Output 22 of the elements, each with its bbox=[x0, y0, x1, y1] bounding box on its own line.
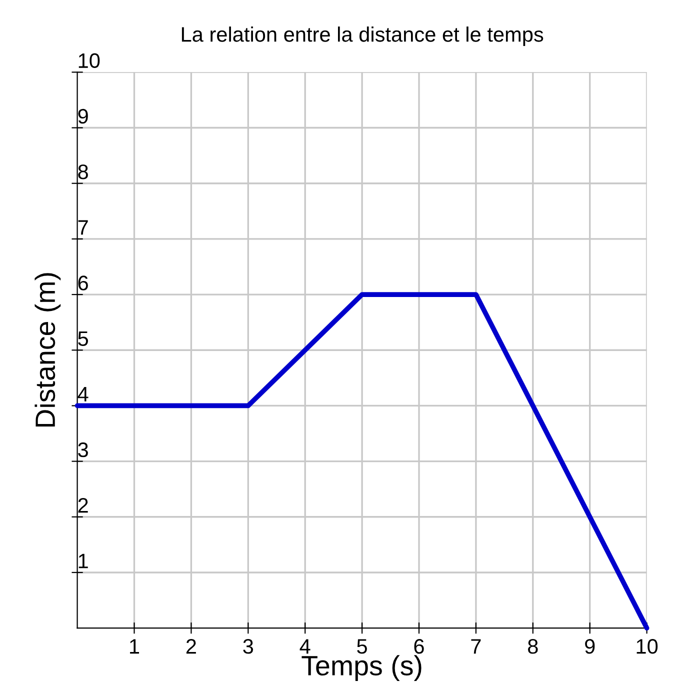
x-tick-label: 2 bbox=[186, 639, 196, 654]
x-tick-label: 1 bbox=[130, 639, 140, 654]
y-tick-label: 8 bbox=[78, 164, 88, 180]
chart-title: La relation entre la distance et le temps bbox=[182, 26, 544, 46]
x-axis-title: Temps (s) bbox=[302, 655, 422, 682]
y-tick-label: 7 bbox=[78, 220, 88, 235]
x-tick-label: 5 bbox=[357, 639, 367, 654]
y-tick-label: 10 bbox=[78, 53, 100, 68]
x-tick-label: 10 bbox=[636, 639, 658, 654]
y-tick-label: 2 bbox=[78, 498, 88, 513]
y-tick-label: 1 bbox=[78, 554, 88, 568]
y-axis-title: Distance (m) bbox=[34, 273, 61, 427]
x-tick-label: 8 bbox=[528, 639, 538, 654]
y-tick-label: 6 bbox=[78, 276, 88, 290]
y-tick-label: 3 bbox=[78, 442, 88, 458]
x-tick-label: 7 bbox=[471, 639, 481, 654]
x-tick-label: 6 bbox=[414, 639, 424, 654]
y-tick-label: 5 bbox=[78, 331, 88, 346]
x-tick-label: 9 bbox=[585, 639, 595, 654]
y-tick-label: 9 bbox=[78, 108, 88, 124]
x-tick-label: 4 bbox=[300, 639, 310, 654]
x-tick-label: 3 bbox=[243, 639, 254, 654]
